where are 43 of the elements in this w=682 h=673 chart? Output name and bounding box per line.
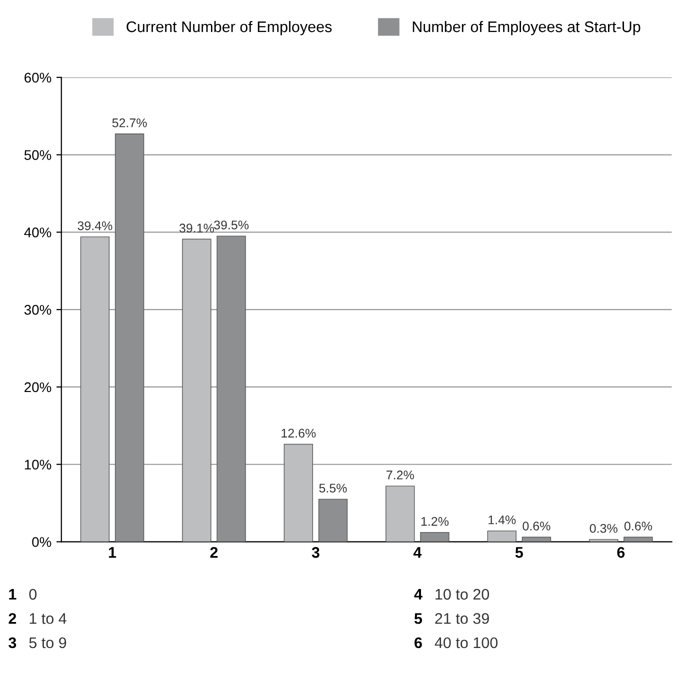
bar: [182, 238, 212, 542]
data-label: 7.2%: [386, 470, 414, 480]
bar: [318, 498, 348, 542]
x-tick-label: 6: [617, 547, 625, 558]
bar: [589, 539, 618, 542]
y-tick-label: 0%: [32, 537, 52, 547]
x-tick-label: 1: [108, 547, 116, 558]
data-label: 12.6%: [282, 428, 316, 438]
y-tick-label: 30%: [24, 304, 52, 315]
bar: [487, 530, 516, 542]
y-tick-label: 10%: [24, 460, 52, 470]
data-label: 0.6%: [522, 522, 550, 530]
bar: [420, 532, 450, 542]
y-tick-label: 60%: [24, 72, 52, 83]
text: 4 10 to 20: [414, 588, 490, 600]
x-tick-label: 4: [413, 547, 422, 558]
text: 1 0: [9, 588, 37, 600]
data-label: 1.4%: [488, 515, 516, 524]
y-tick-label: 20%: [24, 382, 52, 392]
bar: [386, 486, 415, 542]
data-label: 1.2%: [421, 516, 449, 526]
data-label: 0.3%: [590, 524, 618, 533]
data-label: 52.7%: [112, 118, 147, 128]
legend-label: Current Number of Employees: [126, 20, 332, 36]
x-tick-label: 5: [515, 547, 523, 558]
data-label: 39.5%: [214, 220, 249, 230]
bar: [624, 536, 653, 542]
text: 6 40 to 100: [414, 637, 498, 648]
text: 2 1 to 4: [8, 613, 66, 624]
y-tick-label: 50%: [24, 150, 52, 160]
text: 3 5 to 9: [8, 637, 66, 648]
y-tick-label: 40%: [24, 228, 52, 238]
bar: [522, 536, 552, 542]
x-tick-label: 2: [210, 547, 218, 558]
legend-label: Number of Employees at Start-Up: [412, 20, 640, 36]
data-label: 39.1%: [179, 224, 214, 233]
bar: [80, 236, 110, 542]
text: 5 21 to 39: [414, 613, 489, 624]
data-label: 5.5%: [319, 484, 347, 493]
data-label: 39.4%: [78, 221, 112, 230]
bar: [284, 444, 314, 542]
data-label: 0.6%: [624, 522, 652, 530]
x-tick-label: 3: [312, 547, 320, 558]
